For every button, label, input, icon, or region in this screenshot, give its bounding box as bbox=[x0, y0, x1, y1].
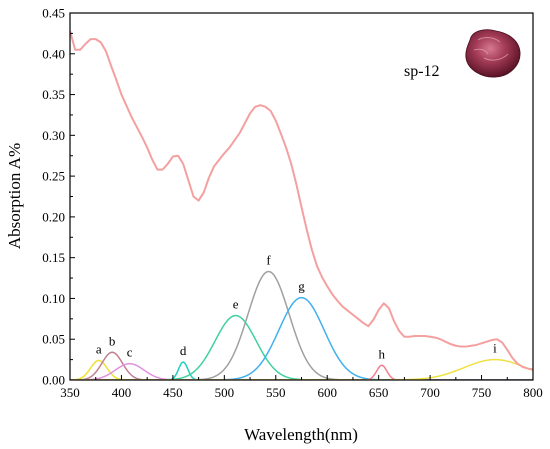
peak-curve-f bbox=[70, 270, 533, 380]
peak-label-i: i bbox=[493, 341, 497, 356]
peak-label-h: h bbox=[379, 346, 386, 361]
spectrum-line bbox=[70, 30, 533, 371]
x-axis-title: Wavelength(nm) bbox=[244, 425, 358, 444]
x-tick-label: 450 bbox=[163, 385, 183, 400]
peak-curve-g bbox=[70, 296, 533, 380]
x-axis-ticks: 350 400 450 500 550 600 650 700 750 800 bbox=[60, 375, 543, 400]
peak-curve-b bbox=[70, 351, 533, 380]
x-tick-label: 350 bbox=[60, 385, 80, 400]
peak-label-e: e bbox=[233, 297, 239, 312]
peak-label-c: c bbox=[127, 345, 133, 360]
peak-label-g: g bbox=[298, 279, 305, 294]
y-axis-ticks: 0.00 0.05 0.10 0.15 0.20 0.25 0.30 0.35 0.40 0.45 bbox=[42, 6, 75, 388]
spectrum-series bbox=[70, 30, 533, 371]
sample-label: sp-12 bbox=[404, 63, 440, 80]
y-tick-label: 0.05 bbox=[42, 332, 65, 347]
y-tick-label: 0.35 bbox=[42, 87, 65, 102]
peak-labels: abc d e f g h i bbox=[96, 253, 497, 362]
y-tick-label: 0.45 bbox=[42, 6, 65, 21]
y-tick-label: 0.10 bbox=[42, 291, 65, 306]
x-tick-label: 400 bbox=[112, 385, 132, 400]
x-tick-label: 650 bbox=[369, 385, 389, 400]
y-tick-label: 0.20 bbox=[42, 209, 65, 224]
peak-curve-c bbox=[70, 362, 533, 380]
x-tick-label: 500 bbox=[215, 385, 235, 400]
y-tick-label: 0.30 bbox=[42, 128, 65, 143]
x-tick-label: 550 bbox=[266, 385, 286, 400]
gem-icon bbox=[465, 29, 521, 78]
x-tick-label: 700 bbox=[420, 385, 440, 400]
y-tick-label: 0.25 bbox=[42, 169, 65, 184]
x-tick-label: 800 bbox=[523, 385, 543, 400]
x-tick-label: 600 bbox=[317, 385, 337, 400]
peak-curve-e bbox=[70, 314, 533, 380]
y-axis-title: Absorption A% bbox=[5, 143, 24, 249]
x-tick-label: 750 bbox=[472, 385, 492, 400]
y-tick-label: 0.40 bbox=[42, 46, 65, 61]
plot-frame bbox=[69, 12, 534, 381]
peak-label-b: b bbox=[109, 333, 116, 348]
peak-label-f: f bbox=[266, 253, 271, 268]
peak-curve-i bbox=[70, 358, 533, 380]
y-tick-label: 0.15 bbox=[42, 250, 65, 265]
peak-label-d: d bbox=[180, 343, 187, 358]
peak-label-a: a bbox=[96, 341, 102, 356]
y-tick-label: 0.00 bbox=[42, 373, 65, 388]
